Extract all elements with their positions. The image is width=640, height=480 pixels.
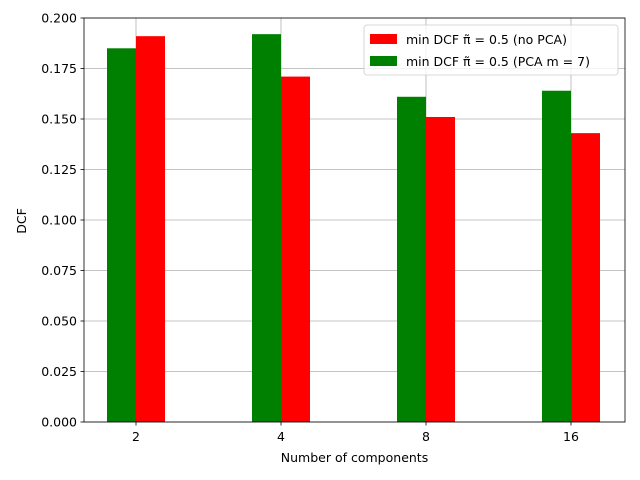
bars [107,34,600,423]
legend-box [363,24,619,76]
y-tick-label: 0.000 [41,415,77,430]
y-tick-label: 0.175 [41,61,77,76]
y-tick-label: 0.025 [41,364,77,379]
x-tick-label: 4 [277,429,285,444]
x-tick-label: 8 [422,429,430,444]
y-tick-label: 0.125 [41,162,77,177]
x-axis-label: Number of components [281,450,428,465]
y-tick-label: 0.150 [41,112,77,127]
x-tick-label: 16 [563,429,579,444]
axes [80,17,626,426]
bar-no-pca [136,36,165,423]
y-tick-label: 0.050 [41,314,77,329]
plot-frame [83,17,626,423]
bar-pca [107,48,136,423]
x-tick-label: 2 [132,429,140,444]
bar-pca [397,96,426,422]
y-tick-label: 0.075 [41,263,77,278]
legend-swatch [370,34,397,44]
y-tick-label: 0.200 [41,11,77,26]
bar-no-pca [571,133,600,422]
tick-labels: 0.000 0.025 0.050 0.075 0.100 0.125 0.150 0.175… [41,11,579,445]
y-tick-label: 0.100 [41,213,77,228]
bar-pca [542,90,571,422]
bar-no-pca [281,76,310,422]
bar-no-pca [426,116,455,422]
legend-swatch [370,56,397,66]
legend: min DCF π̃ = 0.5 (no PCA) min DCF π̃ = 0.… [363,24,619,76]
y-axis-label: DCF [14,208,29,234]
legend-label: min DCF π̃ = 0.5 (no PCA) [406,32,567,47]
bar-pca [252,34,281,422]
legend-label: min DCF π̃ = 0.5 (PCA m = 7) [406,54,590,69]
